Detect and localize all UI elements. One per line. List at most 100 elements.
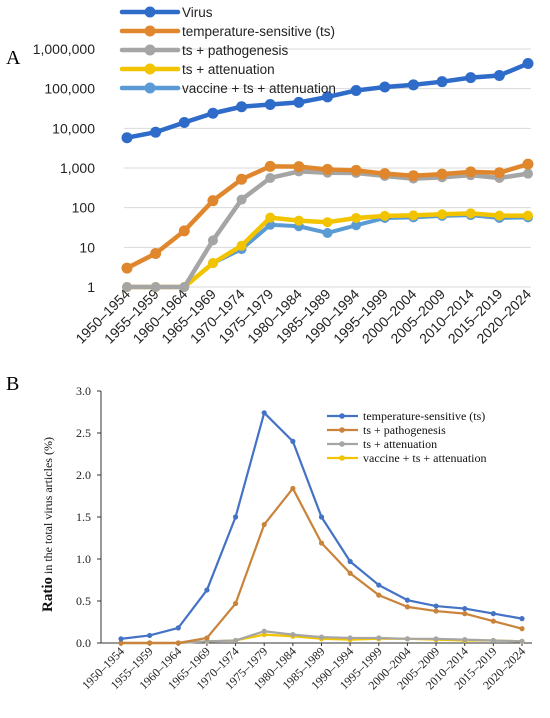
a-point-ts-pathogenesis — [122, 282, 132, 292]
panel-b-letter: B — [6, 373, 19, 395]
a-point-virus — [322, 91, 333, 103]
a-legend-label-virus: Virus — [182, 5, 213, 20]
b-y-tick-label: 0.0 — [76, 636, 91, 650]
a-point-virus — [522, 58, 534, 70]
a-point-temperature-sensitive-ts — [522, 158, 534, 170]
a-legend-label-vaccine-ts-attenuation: vaccine + ts + attenuation — [182, 81, 336, 96]
b-point-temperature-sensitive-ts — [147, 632, 153, 639]
b-point-ts-pathogenesis — [147, 640, 153, 646]
b-y-tick-label: 1.5 — [76, 510, 91, 524]
a-point-virus — [293, 96, 305, 108]
a-point-temperature-sensitive-ts — [322, 163, 333, 175]
a-point-ts-attenuation — [523, 210, 533, 221]
a-legend-marker-ts-attenuation — [144, 63, 156, 75]
b-point-ts-pathogenesis — [204, 635, 210, 641]
a-point-temperature-sensitive-ts — [436, 168, 448, 180]
a-legend-marker-ts-pathogenesis — [144, 44, 156, 56]
b-point-ts-pathogenesis — [232, 600, 239, 607]
a-point-virus — [379, 81, 391, 93]
a-legend: Virus temperature-sensitive (ts) ts + path… — [119, 5, 336, 96]
b-point-ts-pathogenesis — [404, 604, 411, 610]
a-point-virus — [465, 72, 477, 84]
b-point-temperature-sensitive-ts — [490, 611, 496, 617]
b-point-ts-pathogenesis — [261, 521, 267, 528]
a-point-virus — [264, 98, 276, 110]
b-point-ts-attenuation — [404, 636, 411, 642]
a-legend-label-ts-attenuation: ts + attenuation — [182, 62, 275, 77]
a-point-ts-attenuation — [494, 210, 505, 221]
a-point-ts-pathogenesis — [150, 282, 161, 292]
a-y-tick-label: 1,000,000 — [33, 41, 95, 57]
b-series-line-temperature-sensitive-ts — [120, 411, 523, 640]
a-point-ts-attenuation — [351, 212, 362, 223]
b-y-axis-label: Ratio in the total virus articles (%) — [40, 437, 56, 612]
a-point-ts-pathogenesis — [236, 194, 247, 205]
b-point-ts-pathogenesis — [490, 618, 496, 624]
a-point-ts-attenuation — [322, 217, 333, 228]
a-point-virus — [150, 126, 162, 138]
a-point-temperature-sensitive-ts — [207, 195, 219, 207]
b-point-ts-pathogenesis — [462, 611, 468, 617]
a-point-temperature-sensitive-ts — [178, 225, 190, 237]
a-point-ts-attenuation — [408, 210, 419, 221]
b-point-temperature-sensitive-ts — [118, 636, 124, 642]
a-point-ts-attenuation — [207, 258, 218, 269]
b-legend-label-temperature-sensitive-ts: temperature-sensitive (ts) — [363, 409, 485, 423]
b-legend-marker-ts-pathogenesis — [339, 427, 345, 433]
b-point-ts-pathogenesis — [175, 640, 181, 646]
b-point-temperature-sensitive-ts — [433, 603, 439, 609]
a-point-temperature-sensitive-ts — [407, 170, 419, 182]
b-legend-label-ts-attenuation: ts + attenuation — [363, 437, 437, 451]
b-point-temperature-sensitive-ts — [290, 438, 296, 444]
a-point-virus — [178, 117, 190, 129]
a-y-tick-label: 100,000 — [44, 81, 95, 97]
a-legend-marker-vaccine-ts-attenuation — [144, 82, 156, 94]
a-point-vaccine-ts-attenuation — [351, 220, 362, 231]
a-series-line-vaccine-ts-attenuation — [210, 213, 530, 266]
a-legend-label-temperature-sensitive-ts: temperature-sensitive (ts) — [182, 24, 335, 39]
b-y-tick-label: 1.0 — [76, 552, 91, 566]
b-point-temperature-sensitive-ts — [204, 587, 210, 593]
b-point-ts-attenuation — [519, 638, 525, 644]
a-legend-label-ts-pathogenesis: ts + pathogenesis — [182, 43, 288, 58]
panel-a-chart: 1101001,00010,000100,0001,000,0001950–19… — [33, 5, 535, 347]
a-point-temperature-sensitive-ts — [236, 173, 248, 185]
b-point-ts-attenuation — [347, 635, 353, 641]
b-y-tick-label: 2.5 — [76, 426, 91, 440]
a-y-tick-label: 1 — [87, 279, 95, 295]
a-y-tick-label: 1,000 — [60, 160, 95, 176]
a-point-temperature-sensitive-ts — [465, 166, 477, 178]
a-point-virus — [493, 69, 505, 81]
a-y-tick-label: 10 — [79, 239, 95, 255]
b-point-temperature-sensitive-ts — [318, 514, 325, 520]
b-point-temperature-sensitive-ts — [261, 410, 267, 416]
a-point-temperature-sensitive-ts — [293, 161, 305, 173]
b-point-temperature-sensitive-ts — [175, 625, 181, 631]
b-point-temperature-sensitive-ts — [404, 597, 411, 603]
b-point-ts-pathogenesis — [519, 626, 525, 632]
b-point-ts-attenuation — [490, 637, 496, 644]
b-point-ts-pathogenesis — [118, 640, 124, 646]
panel-a-letter: A — [6, 47, 21, 69]
b-point-ts-attenuation — [261, 628, 267, 634]
b-legend-label-vaccine-ts-attenuation: vaccine + ts + attenuation — [363, 451, 487, 465]
a-point-ts-pathogenesis — [179, 282, 190, 292]
a-point-temperature-sensitive-ts — [264, 160, 276, 172]
a-point-virus — [236, 101, 248, 113]
a-point-virus — [207, 107, 219, 119]
a-point-ts-attenuation — [293, 215, 304, 226]
b-point-ts-attenuation — [318, 634, 325, 640]
a-legend-marker-virus — [144, 6, 156, 18]
b-point-ts-pathogenesis — [376, 592, 382, 598]
b-point-ts-pathogenesis — [347, 570, 353, 576]
b-legend-marker-ts-attenuation — [339, 441, 345, 447]
a-point-ts-attenuation — [437, 209, 448, 220]
a-point-ts-attenuation — [265, 212, 276, 223]
b-point-temperature-sensitive-ts — [347, 558, 353, 565]
b-point-temperature-sensitive-ts — [462, 605, 468, 612]
a-legend-marker-temperature-sensitive-ts — [144, 25, 156, 37]
a-y-tick-label: 10,000 — [52, 120, 95, 136]
a-point-virus — [407, 79, 419, 91]
a-point-temperature-sensitive-ts — [379, 168, 391, 180]
